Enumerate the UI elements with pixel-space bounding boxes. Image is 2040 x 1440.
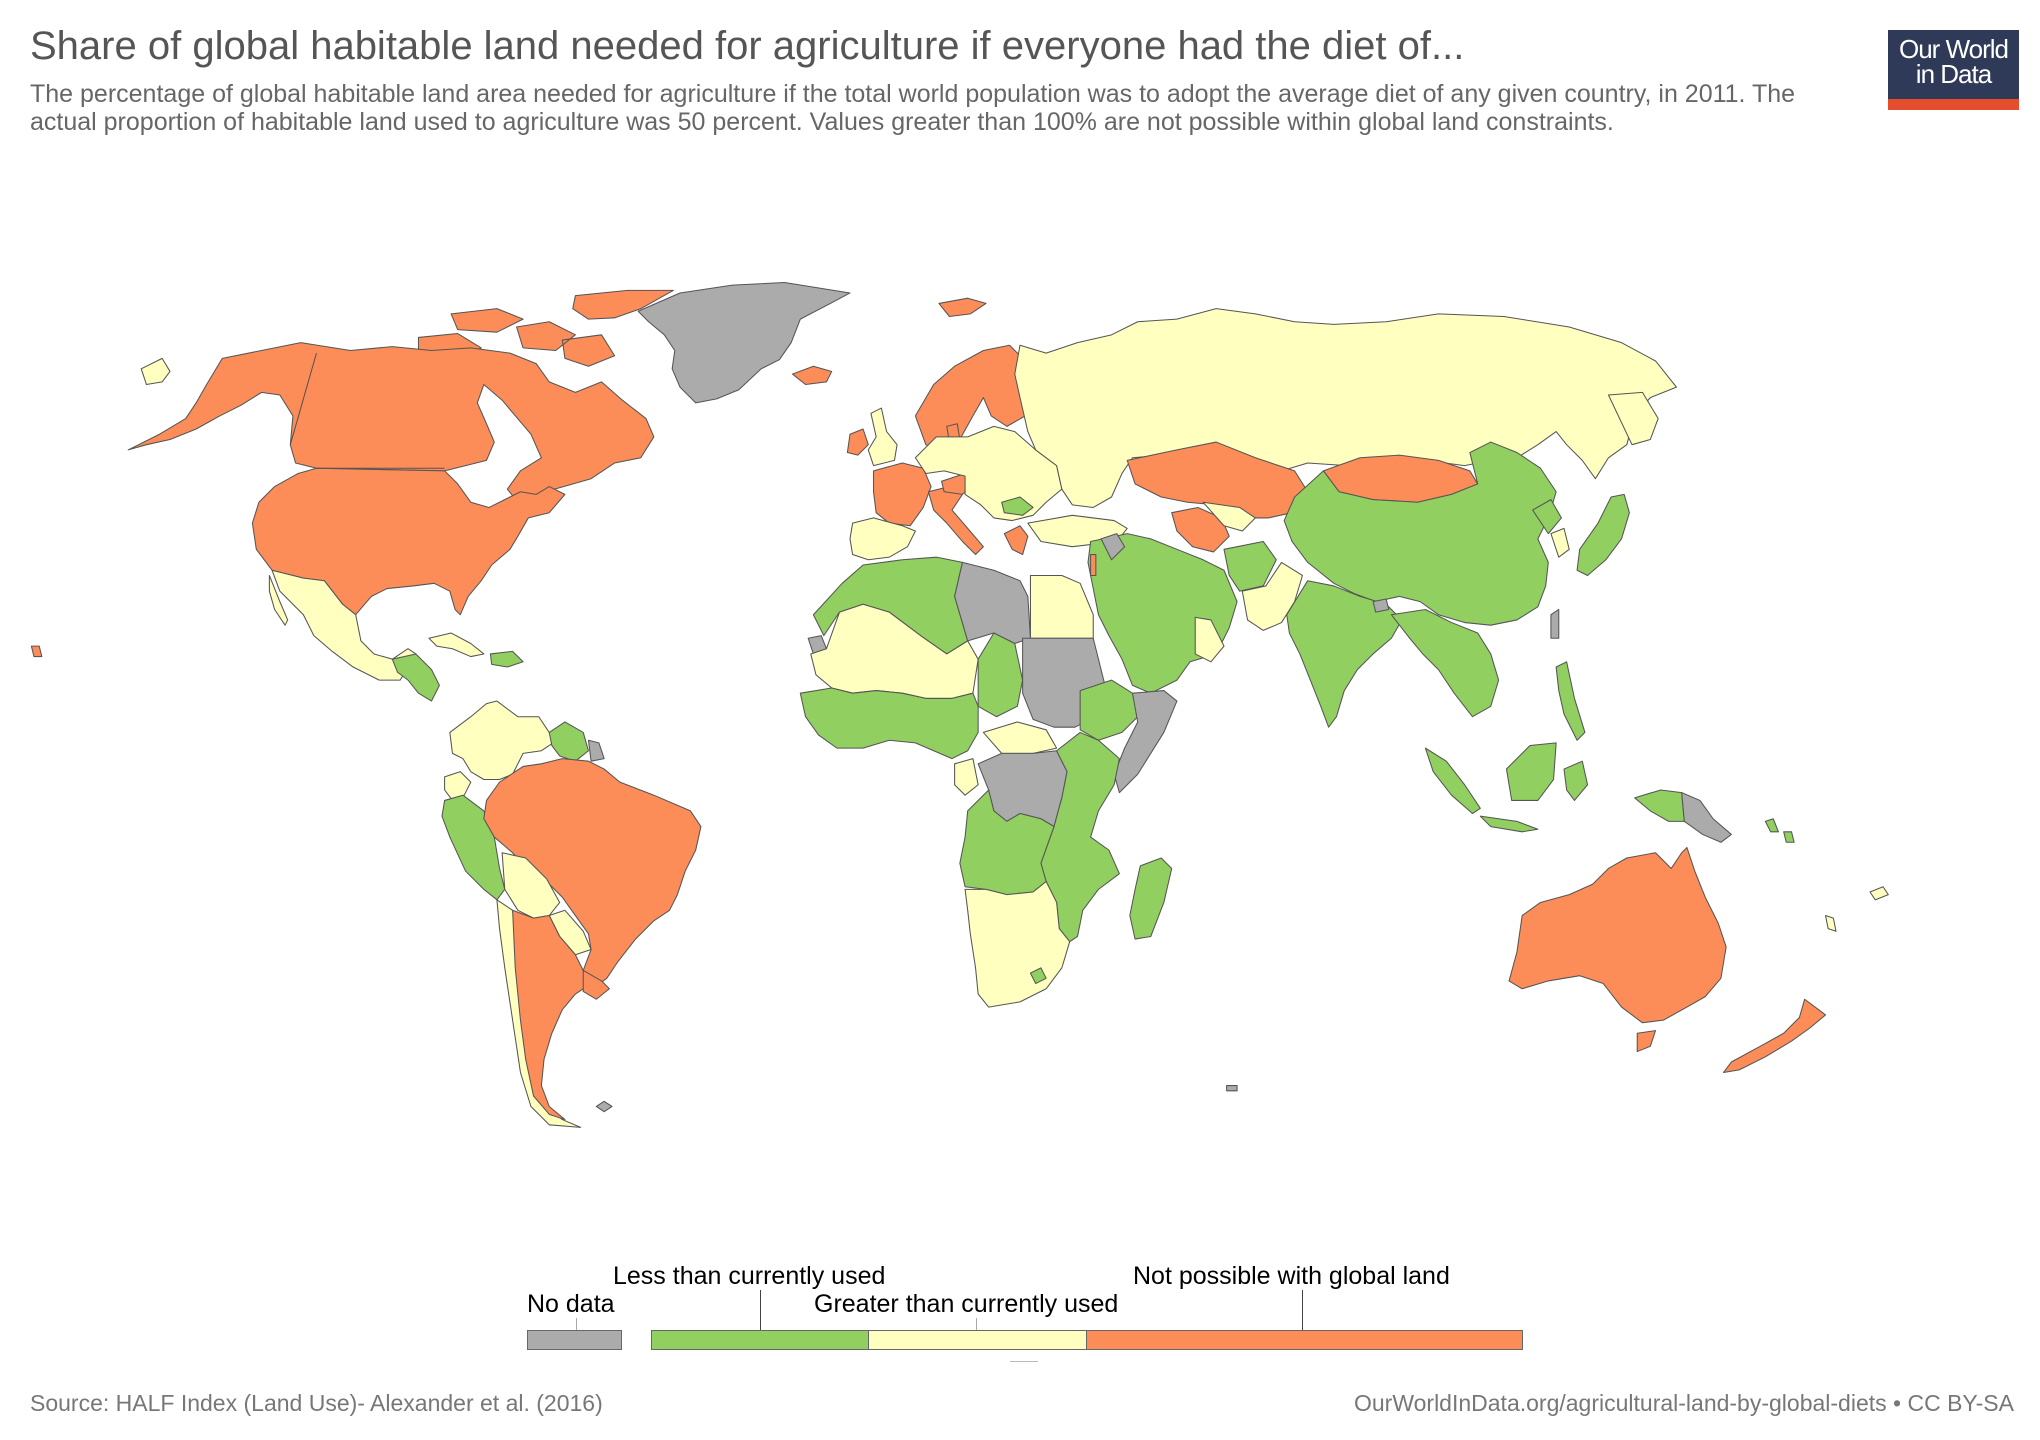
- region-australia[interactable]: [1508, 846, 1727, 1024]
- region-guyanas[interactable]: [548, 721, 589, 762]
- region-canada[interactable]: [127, 342, 655, 503]
- region-french-guiana[interactable]: [587, 739, 605, 762]
- region-central-america[interactable]: [391, 653, 440, 702]
- region-pacific-islands[interactable]: [1764, 818, 1795, 843]
- region-oman-uae[interactable]: [1194, 616, 1225, 663]
- region-cuba[interactable]: [428, 632, 485, 658]
- region-russia-east[interactable]: [1607, 391, 1659, 446]
- legend-label-not-possible: Not possible with global land: [1133, 1262, 1450, 1290]
- region-haiti-dr[interactable]: [489, 650, 524, 668]
- region-jordan[interactable]: [1100, 533, 1126, 561]
- legend-tick-less: [760, 1290, 761, 1330]
- region-chad[interactable]: [977, 632, 1024, 718]
- region-greece[interactable]: [1003, 525, 1029, 556]
- region-egypt[interactable]: [1029, 574, 1094, 639]
- legend-tick-not-possible: [1302, 1290, 1303, 1330]
- region-taiwan[interactable]: [1550, 608, 1560, 639]
- region-argentina[interactable]: [512, 909, 592, 1121]
- region-usa[interactable]: [251, 467, 566, 616]
- logo-line-1: Our World: [1899, 34, 2009, 64]
- region-hawaii[interactable]: [30, 645, 43, 658]
- region-southern-africa[interactable]: [964, 881, 1071, 1008]
- region-japan[interactable]: [1576, 493, 1630, 576]
- logo-line-2: in Data: [1915, 59, 1992, 89]
- region-se-asia[interactable]: [1390, 608, 1500, 718]
- region-france[interactable]: [873, 462, 932, 527]
- region-israel[interactable]: [1090, 554, 1097, 576]
- region-ireland[interactable]: [846, 428, 869, 456]
- region-madagascar[interactable]: [1129, 857, 1173, 940]
- region-somalia[interactable]: [1113, 690, 1178, 794]
- legend-swatch-not-possible[interactable]: [1086, 1330, 1523, 1350]
- region-car[interactable]: [982, 721, 1058, 754]
- region-borneo[interactable]: [1505, 742, 1557, 801]
- legend-label-greater: Greater than currently used: [814, 1290, 1119, 1318]
- region-central-europe[interactable]: [914, 425, 1063, 522]
- region-india[interactable]: [1286, 580, 1403, 728]
- region-colombia-venezuela[interactable]: [449, 700, 558, 781]
- region-north-korea[interactable]: [1532, 499, 1562, 535]
- legend-tick-no-data: [576, 1318, 577, 1330]
- region-kerguelen[interactable]: [1226, 1085, 1238, 1092]
- region-uk[interactable]: [867, 407, 898, 467]
- region-bhutan[interactable]: [1372, 598, 1390, 613]
- region-new-guinea-west[interactable]: [1634, 789, 1685, 822]
- region-russia-chukotka[interactable]: [140, 357, 171, 386]
- region-tasmania[interactable]: [1636, 1030, 1657, 1053]
- region-sulawesi[interactable]: [1563, 760, 1589, 801]
- region-iberia[interactable]: [849, 517, 916, 561]
- region-angola-zambia[interactable]: [959, 789, 1055, 896]
- legend-divider: [1010, 1361, 1038, 1362]
- region-iceland[interactable]: [791, 365, 833, 386]
- legend-swatch-greater[interactable]: [868, 1330, 1087, 1350]
- owid-logo[interactable]: Our World in Data: [1888, 30, 2019, 110]
- chart-title: Share of global habitable land needed fo…: [30, 24, 1465, 68]
- region-philippines[interactable]: [1555, 661, 1586, 741]
- region-libya[interactable]: [954, 561, 1031, 645]
- region-java[interactable]: [1479, 815, 1539, 833]
- legend-swatch-no-data[interactable]: [527, 1330, 622, 1350]
- region-uzbekistan[interactable]: [1202, 501, 1256, 532]
- region-south-korea[interactable]: [1550, 527, 1570, 558]
- legend-label-no-data: No data: [527, 1290, 615, 1318]
- region-afghanistan[interactable]: [1223, 540, 1277, 592]
- legend-tick-greater: [976, 1318, 977, 1330]
- region-kazakhstan[interactable]: [1126, 441, 1309, 519]
- region-bulgaria-moldova[interactable]: [1001, 496, 1034, 516]
- region-fiji-caledonia[interactable]: [1825, 886, 1889, 932]
- legend-label-less: Less than currently used: [613, 1262, 886, 1290]
- region-peru[interactable]: [441, 794, 506, 901]
- owid-logo-bar: [1888, 99, 2019, 110]
- region-gabon[interactable]: [954, 758, 979, 796]
- region-china[interactable]: [1283, 441, 1557, 626]
- region-ethiopia[interactable]: [1079, 679, 1139, 741]
- source-note[interactable]: Source: HALF Index (Land Use)- Alexander…: [30, 1390, 603, 1416]
- region-lesotho[interactable]: [1029, 967, 1047, 985]
- region-ecuador[interactable]: [444, 771, 472, 801]
- region-svalbard[interactable]: [938, 297, 987, 318]
- region-falklands[interactable]: [595, 1100, 613, 1113]
- region-papua-new-guinea[interactable]: [1681, 792, 1732, 843]
- region-new-zealand[interactable]: [1723, 998, 1827, 1074]
- source-url[interactable]: OurWorldInData.org/agricultural-land-by-…: [1353, 1390, 2014, 1416]
- region-greenland[interactable]: [637, 281, 851, 404]
- region-turkmenistan[interactable]: [1171, 506, 1230, 553]
- legend-swatch-less[interactable]: [651, 1330, 869, 1350]
- chart-subtitle: The percentage of global habitable land …: [30, 80, 1796, 136]
- region-west-africa[interactable]: [799, 687, 979, 760]
- owid-logo-text: Our World in Data: [1888, 30, 2019, 99]
- region-sumatra[interactable]: [1424, 747, 1481, 815]
- region-uruguay[interactable]: [582, 969, 610, 1000]
